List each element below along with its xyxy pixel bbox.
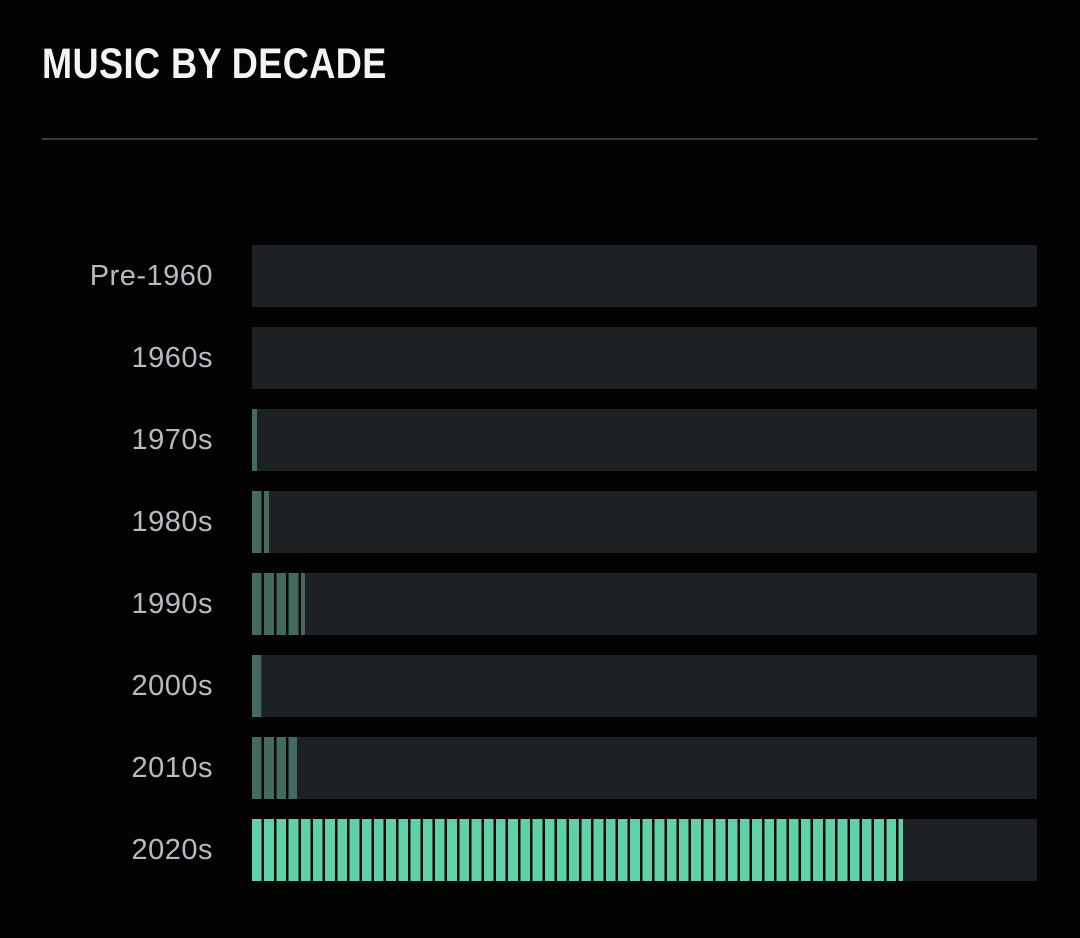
decade-label: Pre-1960: [89, 260, 213, 292]
decade-bar-fill: [252, 819, 903, 881]
decade-label: 1990s: [131, 588, 213, 620]
decade-row: 1990s: [42, 573, 1037, 635]
decade-row: 2010s: [42, 737, 1037, 799]
decade-bar-track: [252, 819, 1037, 881]
decade-label: 2020s: [131, 834, 213, 866]
decade-bar-track: [252, 409, 1037, 471]
decade-bar-track: [252, 327, 1037, 389]
decade-bar-fill: [252, 409, 257, 471]
decade-label: 1960s: [131, 342, 213, 374]
decade-row: 2020s: [42, 819, 1037, 881]
decade-row: Pre-1960: [42, 245, 1037, 307]
decade-bar-fill: [252, 737, 297, 799]
decade-label: 1980s: [131, 506, 213, 538]
decade-bar-fill: [252, 573, 306, 635]
divider: [42, 138, 1037, 140]
decade-bar-track: [252, 573, 1037, 635]
decade-bar-fill: [252, 655, 263, 717]
decade-row: 2000s: [42, 655, 1037, 717]
decade-label: 2010s: [131, 752, 213, 784]
decade-bar-fill: [252, 491, 270, 553]
decade-bar-track: [252, 245, 1037, 307]
decade-label: 2000s: [131, 670, 213, 702]
decade-rows: Pre-1960 1960s 1970s 1980s 1990s 2000s 2010s 20…: [42, 245, 1037, 881]
page-title: MUSIC BY DECADE: [42, 40, 387, 88]
decade-row: 1970s: [42, 409, 1037, 471]
decade-bar-track: [252, 491, 1037, 553]
decade-row: 1980s: [42, 491, 1037, 553]
decade-row: 1960s: [42, 327, 1037, 389]
decade-bar-track: [252, 737, 1037, 799]
decade-bar-track: [252, 655, 1037, 717]
decade-label: 1970s: [131, 424, 213, 456]
